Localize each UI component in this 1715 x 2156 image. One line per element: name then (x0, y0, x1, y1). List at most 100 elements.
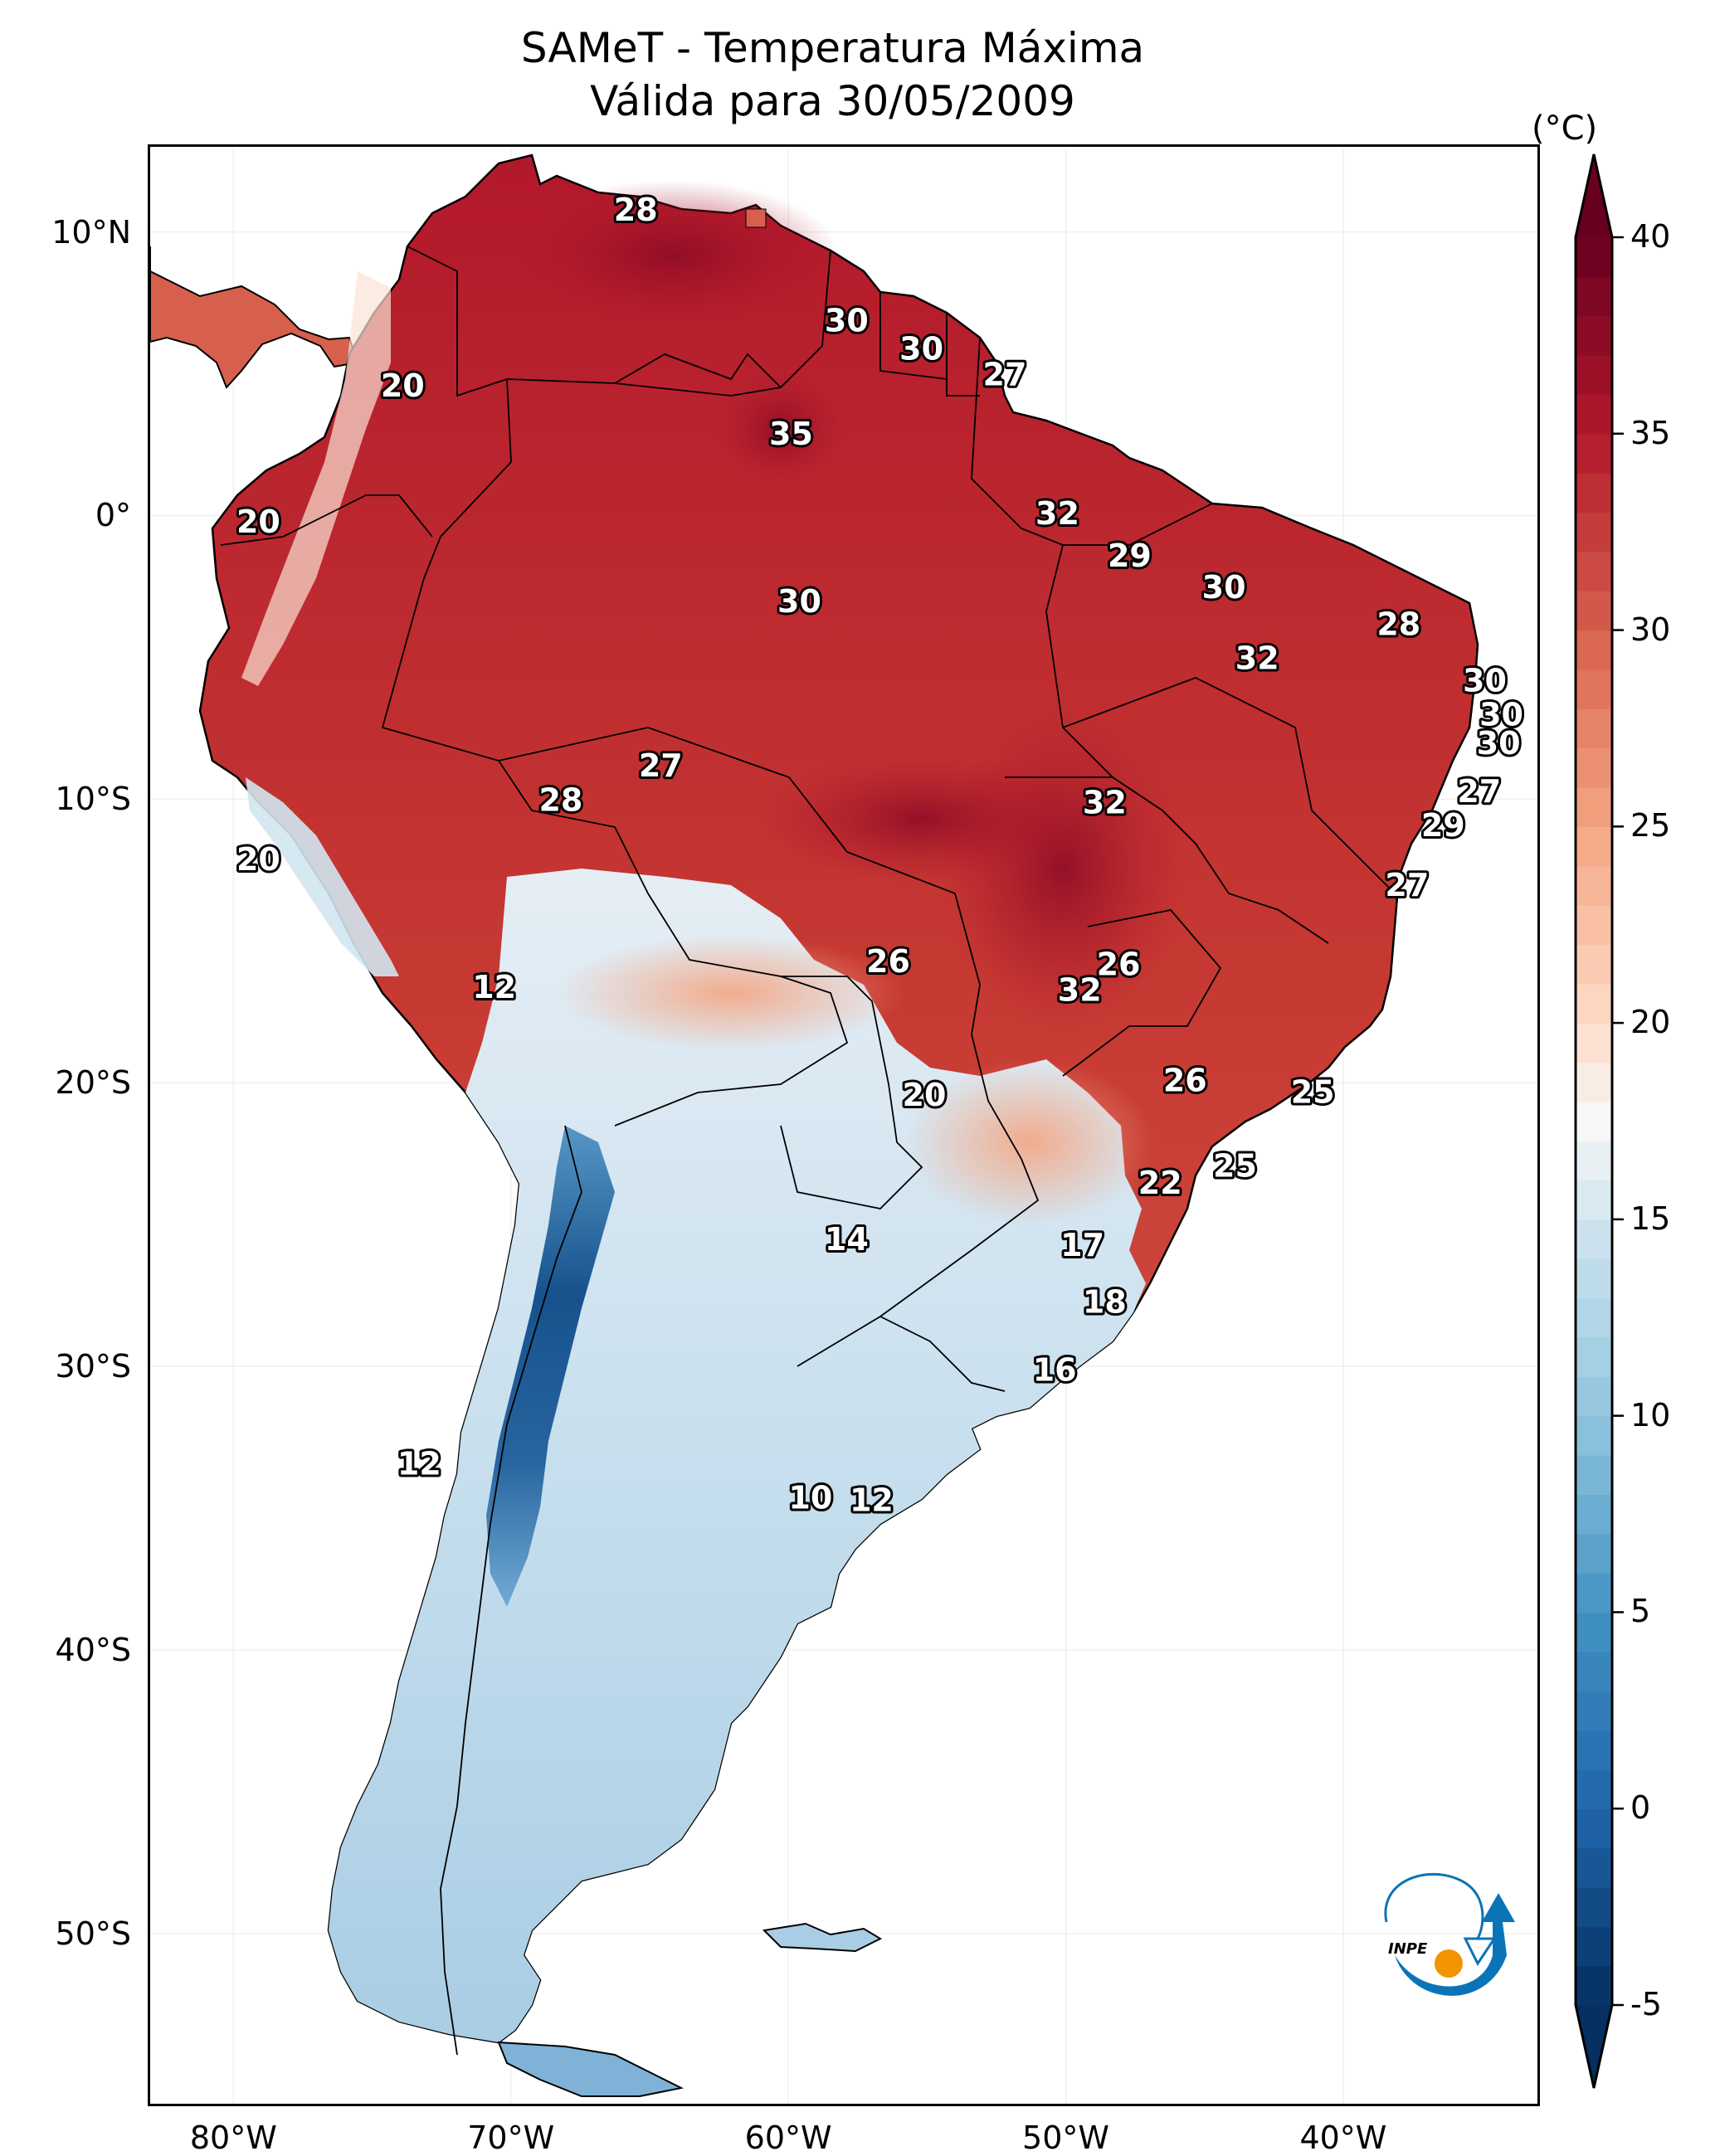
colorbar (1574, 153, 1624, 2089)
colorbar-band (1576, 865, 1612, 906)
border-brazil (381, 250, 1040, 1367)
x-tick-label: 40°W (1299, 2119, 1387, 2156)
colorbar-band (1576, 1101, 1612, 1141)
colorbar-band (1576, 512, 1612, 552)
contour-label: 28 (1376, 606, 1420, 642)
contour-label: 20 (381, 367, 425, 404)
colorbar-band (1576, 394, 1612, 435)
contour-label: 35 (769, 416, 813, 452)
contour-label: 27 (983, 356, 1027, 392)
contour-label: 12 (472, 969, 516, 1005)
border-colombia-peru (220, 494, 433, 546)
x-tick-label: 50°W (1022, 2119, 1109, 2156)
map-panel: 28 30 30 27 20 35 20 32 29 30 30 28 32 30 30 30 27 27 28 32… (148, 144, 1540, 2106)
colorbar-tick-label: 40 (1630, 218, 1671, 255)
colorbar-unit-label: (°C) (1532, 110, 1598, 148)
andes-north-pale (241, 271, 391, 686)
border-brazil-states (971, 337, 1396, 1077)
contour-label: 12 (850, 1482, 894, 1519)
colorbar-band (1576, 355, 1612, 396)
colorbar-band (1576, 1612, 1612, 1652)
chart-title-line1: SAMeT - Temperatura Máxima (520, 24, 1145, 72)
contour-label: 29 (1108, 538, 1152, 574)
colorbar-band (1576, 1651, 1612, 1691)
colorbar-band (1576, 1415, 1612, 1456)
contour-label: 28 (538, 781, 582, 818)
temperature-field (150, 153, 1479, 2097)
colorbar-band (1576, 747, 1612, 788)
logo-text: INPE (1388, 1940, 1428, 1958)
y-tick-label: 40°S (55, 1631, 131, 1668)
colorbar-band (1576, 1691, 1612, 1731)
x-tick-label: 70°W (467, 2119, 555, 2156)
colorbar-tick-label: 15 (1630, 1200, 1671, 1237)
contour-label: 12 (397, 1445, 441, 1482)
colorbar-band (1576, 630, 1612, 670)
logo-arrow-up-icon (1395, 1893, 1515, 1996)
colorbar-band (1576, 1808, 1612, 1849)
contour-label: 20 (236, 841, 280, 878)
contour-label: 25 (1291, 1073, 1335, 1110)
colorbar-band (1576, 276, 1612, 317)
y-tick-label: 20°S (55, 1064, 131, 1102)
colorbar-tick-label: 35 (1630, 414, 1671, 451)
colorbar-band (1576, 944, 1612, 985)
colorbar-band (1576, 1847, 1612, 1888)
logo-dot-icon (1435, 1949, 1463, 1978)
contour-label: 22 (1138, 1165, 1182, 1201)
contour-label: 32 (1035, 495, 1079, 532)
colorbar-band (1576, 1062, 1612, 1102)
colorbar-band (1576, 1730, 1612, 1770)
x-tick-label: 80°W (189, 2119, 277, 2156)
y-tick-label: 30°S (55, 1348, 131, 1385)
colorbar-band (1576, 1965, 1612, 2006)
colorbar-band (1576, 1769, 1612, 1809)
contour-label: 27 (1385, 867, 1429, 903)
land-falklands (762, 1922, 883, 1953)
inpe-logo: INPE (1384, 1872, 1515, 1996)
colorbar-outline (1574, 153, 1624, 2089)
colorbar-band (1576, 433, 1612, 474)
colorbar-band (1576, 1180, 1612, 1220)
contour-label: 25 (1213, 1147, 1257, 1184)
contour-label: 16 (1033, 1351, 1077, 1388)
colorbar-band (1576, 669, 1612, 709)
contour-label: 30 (825, 302, 869, 338)
colorbar-band (1576, 1926, 1612, 1967)
colorbar-band (1576, 473, 1612, 513)
contour-label: 26 (1163, 1063, 1207, 1099)
logo-swirl-icon (1384, 1872, 1484, 1939)
y-tick-label: 10°N (51, 213, 131, 251)
contour-label: 17 (1060, 1227, 1104, 1263)
colorbar-band (1576, 1455, 1612, 1495)
colorbar-tick-label: 30 (1630, 611, 1671, 648)
land-tierra-del-fuego (497, 2041, 685, 2097)
contour-label: 30 (1477, 725, 1521, 762)
colorbar-extend-max (1576, 154, 1612, 237)
contour-label: 32 (1058, 971, 1102, 1008)
colorbar-band (1576, 905, 1612, 945)
colorbar-band (1576, 1886, 1612, 1927)
colorbar-tick-label: 10 (1630, 1396, 1671, 1433)
colorbar-bands (1576, 154, 1612, 2088)
colorbar-band (1576, 1141, 1612, 1181)
contour-label: 27 (1457, 773, 1501, 810)
colorbar-tick-label: 0 (1630, 1789, 1651, 1827)
contour-label: 30 (777, 583, 821, 620)
colorbar-band (1576, 1336, 1612, 1377)
contour-label: 20 (236, 504, 280, 540)
colorbar-extend-min (1576, 2005, 1612, 2088)
country-borders (220, 246, 1396, 2056)
hot-spot (714, 371, 847, 487)
colorbar-band (1576, 551, 1612, 591)
contour-label: 10 (788, 1479, 832, 1516)
land-aruba (499, 168, 505, 178)
cold-region-peru (246, 777, 399, 976)
hot-spot (756, 752, 1088, 885)
colorbar-band (1576, 1376, 1612, 1417)
border-venezuela (407, 246, 782, 397)
contour-label: 26 (1097, 947, 1141, 983)
colorbar-band (1576, 237, 1612, 277)
